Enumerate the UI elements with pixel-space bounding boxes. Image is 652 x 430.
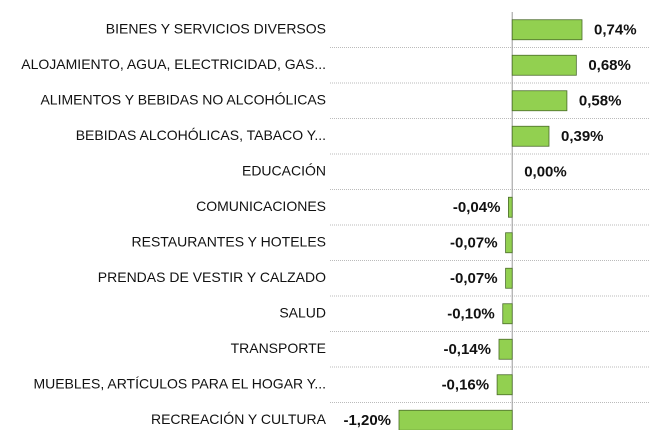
- bar: [505, 232, 513, 254]
- bar: [398, 409, 513, 430]
- category-label: EDUCACIÓN: [242, 162, 326, 178]
- bar: [496, 374, 513, 396]
- category-label: ALIMENTOS Y BEBIDAS NO ALCOHÓLICAS: [40, 91, 326, 107]
- value-label: 0,00%: [524, 164, 567, 181]
- value-label: -0,07%: [450, 270, 498, 287]
- category-label: BEBIDAS ALCOHÓLICAS, TABACO Y...: [76, 127, 326, 143]
- category-label: RECREACIÓN Y CULTURA: [151, 411, 327, 427]
- value-label: -0,14%: [443, 341, 491, 358]
- category-label: RESTAURANTES Y HOTELES: [132, 233, 327, 249]
- bar: [511, 54, 577, 76]
- category-label: COMUNICACIONES: [196, 198, 326, 214]
- category-label: TRANSPORTE: [231, 340, 326, 356]
- value-label: -0,07%: [450, 235, 498, 252]
- value-label: -1,20%: [343, 412, 391, 429]
- bar: [508, 196, 513, 218]
- category-label: ALOJAMIENTO, AGUA, ELECTRICIDAD, GAS...: [21, 56, 326, 72]
- bar: [511, 90, 568, 112]
- category-label: SALUD: [279, 304, 326, 320]
- bar: [505, 267, 513, 289]
- bar: [502, 303, 513, 325]
- value-label: -0,10%: [447, 306, 495, 323]
- category-label: BIENES Y SERVICIOS DIVERSOS: [106, 20, 326, 36]
- value-label: 0,58%: [579, 93, 622, 110]
- value-label: 0,39%: [561, 128, 604, 145]
- bar: [498, 338, 513, 360]
- category-label: MUEBLES, ARTÍCULOS PARA EL HOGAR Y...: [33, 375, 326, 391]
- value-label: -0,04%: [453, 199, 501, 216]
- value-label: -0,16%: [442, 377, 490, 394]
- value-label: 0,74%: [594, 22, 637, 39]
- value-label: 0,68%: [588, 57, 631, 74]
- bar: [511, 19, 583, 41]
- bar: [511, 125, 550, 147]
- category-label: PRENDAS DE VESTIR Y CALZADO: [98, 269, 326, 285]
